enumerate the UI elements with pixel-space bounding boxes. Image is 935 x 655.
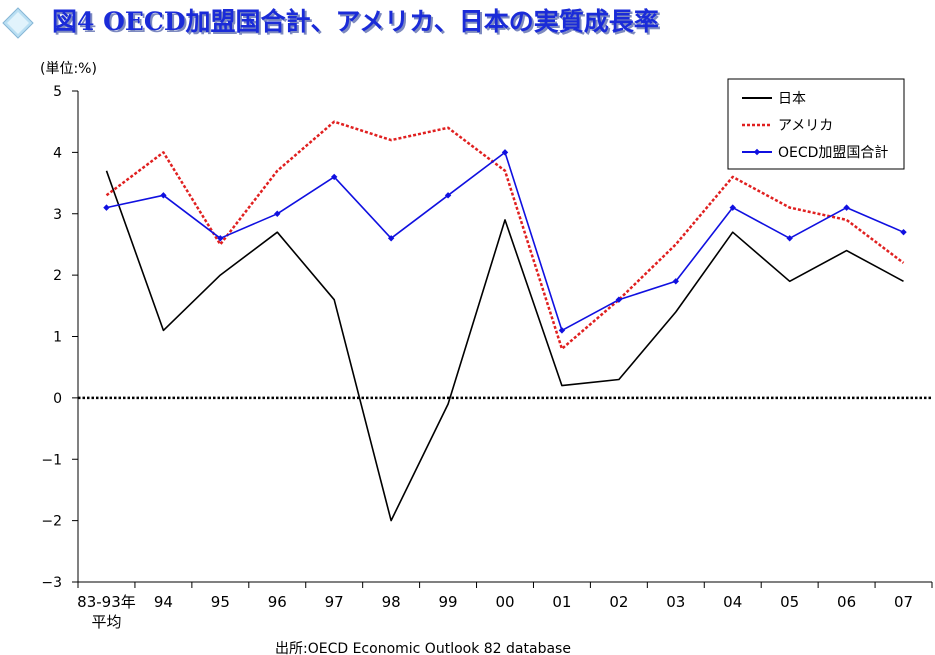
series-point (843, 204, 850, 211)
x-tick-label: 02 (609, 593, 628, 611)
series-point (217, 235, 224, 242)
title-shadow: 図4 OECD加盟国合計、アメリカ、日本の実質成長率 (54, 9, 661, 38)
series-point (444, 192, 452, 199)
series-point (274, 210, 281, 217)
diamond-bullet-icon (2, 7, 34, 39)
x-tick-label: 83-93年 (77, 593, 136, 611)
y-tick-label: 4 (53, 145, 62, 161)
legend-label: アメリカ (778, 118, 833, 134)
legend-label: 日本 (778, 91, 806, 107)
source-note: 出所:OECD Economic Outlook 82 database (275, 641, 571, 655)
x-tick-label: 03 (666, 593, 685, 611)
y-tick-label: 5 (53, 84, 62, 100)
x-tick-label: 97 (325, 593, 344, 611)
series-point (103, 204, 110, 211)
x-tick-label: 98 (382, 593, 401, 611)
x-tick-label: 96 (268, 593, 287, 611)
series-point (672, 278, 679, 285)
title-group: 図4 OECD加盟国合計、アメリカ、日本の実質成長率 図4 OECD加盟国合計、… (2, 7, 661, 39)
x-tick-label: 95 (211, 593, 230, 611)
series-line-1 (105, 120, 905, 351)
series-point (331, 173, 338, 181)
x-tick-label: 平均 (91, 613, 121, 631)
series-line-0 (105, 170, 904, 522)
y-tick-label: 1 (53, 330, 62, 346)
y-tick-label: −2 (41, 514, 62, 530)
page-title: 図4 OECD加盟国合計、アメリカ、日本の実質成長率 (52, 7, 659, 36)
series-point (387, 235, 395, 242)
series-point (900, 228, 907, 236)
x-tick-label: 00 (495, 593, 514, 611)
series-point (501, 149, 509, 156)
x-tick-label: 04 (723, 593, 742, 611)
y-tick-label: 0 (53, 391, 62, 407)
x-tick-label: 07 (894, 593, 913, 611)
series-point (558, 327, 566, 334)
x-tick-label: 06 (837, 593, 856, 611)
unit-label: (単位:%) (40, 61, 97, 77)
series-point (615, 296, 623, 303)
x-tick-label: 05 (780, 593, 799, 611)
y-tick-label: 2 (53, 268, 62, 284)
y-tick-label: 3 (53, 207, 62, 223)
series-point (729, 204, 736, 211)
x-tick-label: 99 (439, 593, 458, 611)
series-point (786, 235, 793, 242)
y-tick-label: −1 (41, 452, 62, 468)
series-point (160, 192, 167, 199)
legend-marker (753, 148, 761, 156)
y-tick-label: −3 (41, 575, 62, 591)
x-tick-label: 01 (552, 593, 571, 611)
series-line-2 (106, 151, 904, 332)
legend-label: OECD加盟国合計 (778, 145, 888, 161)
x-tick-label: 94 (154, 593, 173, 611)
